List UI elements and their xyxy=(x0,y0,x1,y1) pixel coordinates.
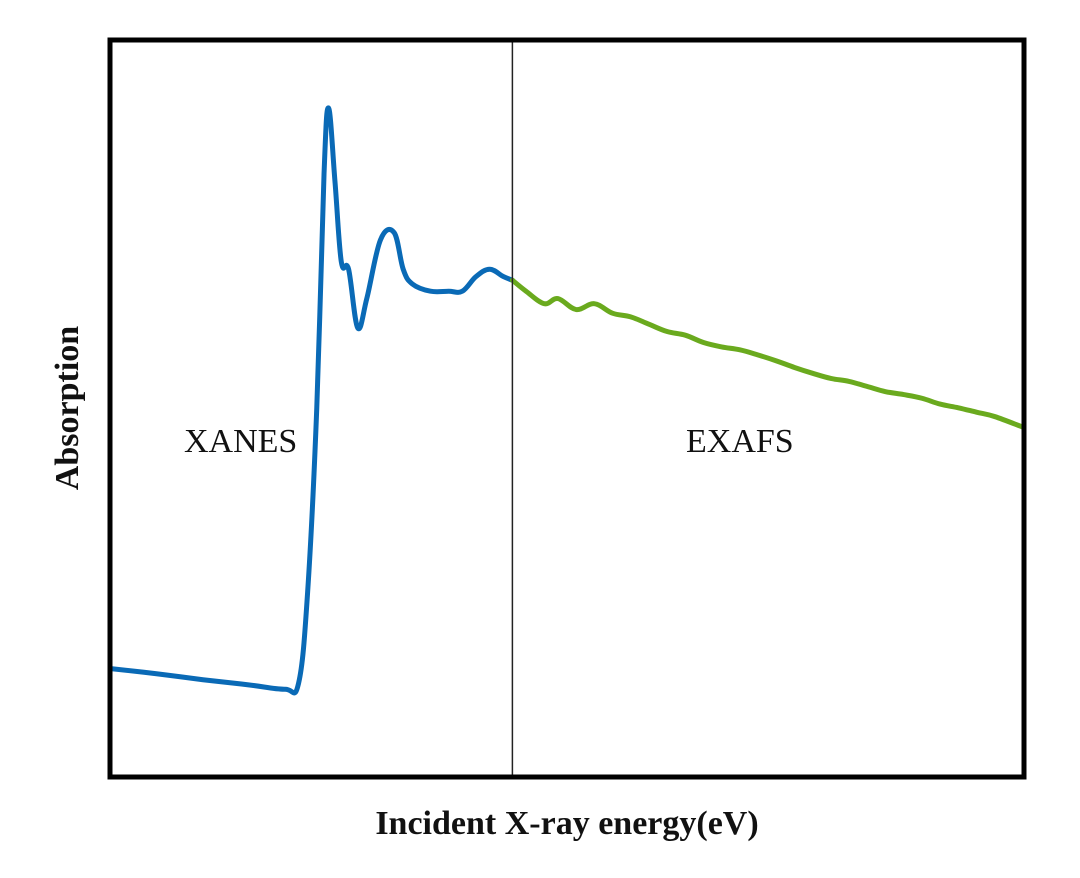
x-axis-label: Incident X-ray energy(eV) xyxy=(375,805,759,842)
series-line-xanes xyxy=(109,105,515,696)
series-line-exafs xyxy=(509,277,1025,430)
plot-area xyxy=(107,37,1027,780)
plot-frame xyxy=(107,37,1027,780)
xanes-region-label: XANES xyxy=(184,423,298,460)
y-axis-label: Absorption xyxy=(49,325,86,491)
exafs-region-label: EXAFS xyxy=(686,423,794,460)
